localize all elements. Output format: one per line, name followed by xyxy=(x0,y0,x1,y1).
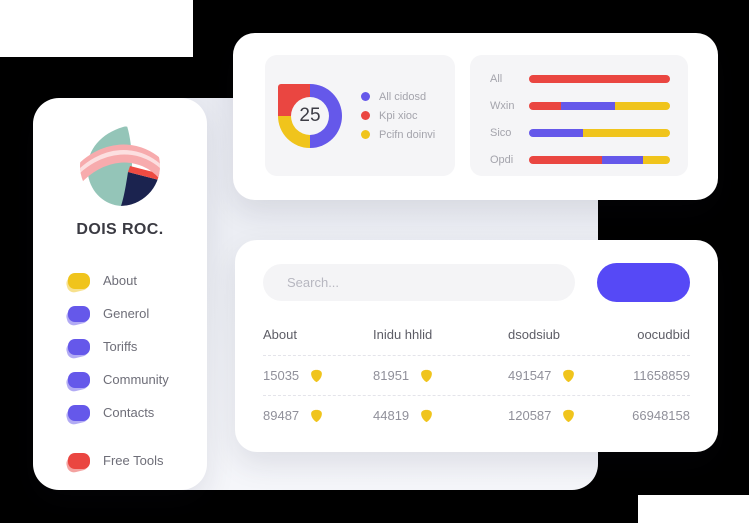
bar-label: Sico xyxy=(490,126,512,139)
search-input[interactable] xyxy=(263,264,575,301)
sidebar: DOIS ROC. About Generol Toriffs Community Co… xyxy=(33,98,207,490)
sidebar-menu: About Generol Toriffs Community Contacts Free… xyxy=(68,264,207,477)
shield-icon xyxy=(562,409,575,423)
shield-icon xyxy=(310,369,323,383)
bar-track xyxy=(529,128,670,137)
table-cell: 81951 xyxy=(373,368,508,383)
blob-icon xyxy=(68,305,90,322)
bar-segment xyxy=(615,101,670,110)
cell-value: 81951 xyxy=(373,368,410,383)
legend-dot-icon xyxy=(361,130,370,139)
legend-label: All cidosd xyxy=(379,90,427,103)
legend-item: Pcifn doinvi xyxy=(361,129,435,141)
stacked-bars-panel: All Wxin Sico Opdi xyxy=(470,55,688,176)
cell-value: 120587 xyxy=(508,408,552,423)
cell-value: 11658859 xyxy=(633,368,690,383)
bar-segment xyxy=(643,155,670,164)
cell-value: 491547 xyxy=(508,368,552,383)
table-card: About Inidu hhlid dsodsiub oocudbid 15035 81… xyxy=(235,240,718,452)
sidebar-item-community[interactable]: Community xyxy=(68,363,207,396)
bar-label: Wxin xyxy=(490,99,515,112)
blob-icon xyxy=(68,371,90,388)
bar-segment xyxy=(561,101,615,110)
table-cell: 66948158 xyxy=(632,408,690,423)
table-header-about: About xyxy=(263,327,297,342)
sidebar-item-label: Community xyxy=(103,372,169,387)
bar-label: Opdi xyxy=(490,153,514,166)
legend-dot-icon xyxy=(361,111,370,120)
table-cell: 44819 xyxy=(373,408,508,423)
bar-segment xyxy=(529,128,583,137)
shield-icon xyxy=(562,369,575,383)
table-row: 15035 81951 491547 11658859 xyxy=(263,356,690,395)
shield-icon xyxy=(420,409,433,423)
bar-segment xyxy=(602,155,644,164)
bar-segment xyxy=(529,74,670,83)
legend-label: Pcifn doinvi xyxy=(379,128,436,141)
blob-icon xyxy=(68,452,90,469)
bar-track xyxy=(529,101,670,110)
cell-value: 89487 xyxy=(263,408,300,423)
table-cell: 15035 xyxy=(263,368,373,383)
bar-segment xyxy=(582,128,670,137)
bar-row-sico: Sico xyxy=(490,119,670,146)
donut-legend: All cidosd Kpi xioc Pcifn doinvi xyxy=(361,84,435,148)
legend-item: Kpi xioc xyxy=(361,110,435,122)
legend-dot-icon xyxy=(361,92,370,101)
cell-value: 66948158 xyxy=(632,408,690,423)
sidebar-item-about[interactable]: About xyxy=(68,264,207,297)
sidebar-item-label: About xyxy=(103,273,137,288)
bar-row-wxin: Wxin xyxy=(490,92,670,119)
table-header-dsodsiub: dsodsiub xyxy=(508,327,561,342)
table-header-row: About Inidu hhlid dsodsiub oocudbid xyxy=(263,327,690,356)
legend-label: Kpi xioc xyxy=(379,109,418,122)
table-cell: 120587 xyxy=(508,408,632,423)
table-header-inidu-hhlid: Inidu hhlid xyxy=(373,327,433,342)
sidebar-item-contacts[interactable]: Contacts xyxy=(68,396,207,429)
bar-track xyxy=(529,155,670,164)
bar-segment xyxy=(529,155,603,164)
brand-name: DOIS ROC. xyxy=(76,221,164,238)
sidebar-item-toriffs[interactable]: Toriffs xyxy=(68,330,207,363)
primary-action-button[interactable] xyxy=(597,263,690,302)
sidebar-item-label: Free Tools xyxy=(103,453,164,468)
bar-label: All xyxy=(490,72,503,85)
cell-value: 15035 xyxy=(263,368,300,383)
background-rect-top-left xyxy=(0,0,193,57)
table-cell: 491547 xyxy=(508,368,633,383)
bar-row-all: All xyxy=(490,65,670,92)
sidebar-item-generol[interactable]: Generol xyxy=(68,297,207,330)
bar-segment xyxy=(529,101,562,110)
sidebar-item-label: Contacts xyxy=(103,405,155,420)
table-cell: 11658859 xyxy=(633,368,690,383)
background-rect-bottom-right xyxy=(638,495,749,523)
brand-logo-icon xyxy=(80,126,160,206)
blob-icon xyxy=(68,272,90,289)
bar-row-opdi: Opdi xyxy=(490,146,670,173)
shield-icon xyxy=(420,369,433,383)
stats-card: 25 All cidosd Kpi xioc Pcifn doinvi All Wxi… xyxy=(233,33,718,200)
table-row: 89487 44819 120587 66948158 xyxy=(263,395,690,435)
blob-icon xyxy=(68,338,90,355)
donut-center-value: 25 xyxy=(291,96,329,135)
donut-chart: 25 xyxy=(278,83,342,148)
bar-track xyxy=(529,74,670,83)
donut-panel: 25 All cidosd Kpi xioc Pcifn doinvi xyxy=(265,55,455,176)
table-header-oocudbid: oocudbid xyxy=(637,327,690,342)
sidebar-item-label: Generol xyxy=(103,306,150,321)
table-cell: 89487 xyxy=(263,408,373,423)
legend-item: All cidosd xyxy=(361,91,435,103)
table-body: 15035 81951 491547 11658859 89487 44819 120587… xyxy=(263,356,690,435)
search-row xyxy=(263,263,690,302)
shield-icon xyxy=(310,409,323,423)
sidebar-item-free-tools[interactable]: Free Tools xyxy=(68,444,207,477)
cell-value: 44819 xyxy=(373,408,410,423)
data-table: About Inidu hhlid dsodsiub oocudbid 15035 81… xyxy=(263,327,690,435)
sidebar-item-label: Toriffs xyxy=(103,339,138,354)
blob-icon xyxy=(68,404,90,421)
